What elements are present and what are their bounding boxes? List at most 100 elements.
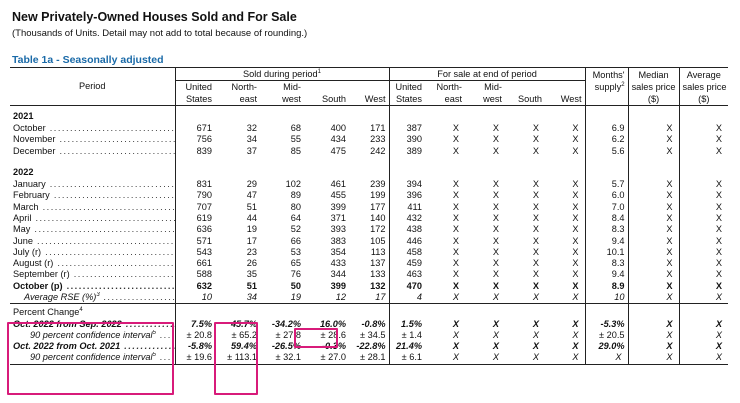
na-cell: X (627, 178, 680, 191)
value-cell: 51 (246, 280, 257, 291)
na-cell: X (572, 258, 579, 269)
fs-south-header: South (505, 93, 545, 106)
row-label: Average RSE (%)3 .......................… (24, 292, 175, 302)
row-label: October ................................… (13, 123, 175, 134)
value-cell: 85 (290, 145, 301, 156)
na-cell: X (678, 257, 729, 270)
na-cell: X (627, 134, 680, 146)
na-cell: X (572, 179, 579, 190)
value-cell: 10 (174, 291, 215, 304)
value-cell: 68 (290, 123, 301, 134)
value-cell: 390 (388, 134, 425, 146)
na-cell: X (678, 201, 729, 213)
months-header-2: supply2 (584, 80, 629, 93)
value-cell: 19 (246, 224, 257, 235)
na-cell: X (532, 269, 539, 280)
sold-west-header: West (349, 93, 389, 106)
na-cell: X (572, 269, 579, 280)
na-cell: X (492, 341, 499, 352)
value-cell: 51 (246, 201, 257, 212)
sold-group-header: Sold during period1 (174, 67, 389, 81)
average-header-3: ($) (678, 93, 729, 106)
na-cell: X (465, 352, 505, 365)
table-row: July (r) ...............................… (10, 246, 729, 258)
table-title: Table 1a - Seasonally adjusted (12, 54, 164, 66)
na-cell: X (452, 318, 459, 329)
table-row: December ...............................… (10, 145, 729, 157)
na-cell: X (627, 212, 680, 225)
value-cell: 438 (388, 224, 425, 236)
row-label: August (r) .............................… (13, 258, 175, 269)
value-cell: 470 (388, 280, 425, 292)
value-cell: ± 20.8 (174, 329, 215, 342)
value-cell: 371 (330, 212, 346, 223)
fs-us-header-2: States (388, 93, 425, 106)
na-cell: X (452, 329, 459, 340)
na-cell: X (532, 145, 539, 156)
na-cell: X (452, 235, 459, 246)
na-cell: X (572, 212, 579, 223)
value-cell: ± 113.1 (215, 352, 260, 365)
value-cell: 383 (330, 235, 346, 246)
table-row: February ...............................… (10, 190, 729, 202)
average-header-2: sales price (678, 80, 729, 93)
row-label: January ................................… (13, 179, 175, 190)
value-cell: 7.5% (174, 318, 215, 330)
value-cell: 571 (174, 235, 215, 247)
na-cell: X (627, 201, 680, 213)
value-cell: 133 (370, 269, 386, 280)
forsale-group-header: For sale at end of period (388, 67, 586, 81)
na-cell: X (678, 318, 729, 330)
value-cell: -5.3% (584, 318, 629, 330)
row-label: May ....................................… (13, 224, 175, 235)
value-cell: ± 32.1 (260, 352, 304, 365)
na-cell: X (572, 224, 579, 235)
sold-ne-header-2: east (215, 93, 260, 106)
row-label: March ..................................… (13, 201, 175, 212)
value-cell: 8.4 (584, 212, 629, 225)
value-cell: 6.9 (584, 123, 629, 135)
na-cell: X (627, 246, 680, 258)
na-cell: X (452, 224, 459, 235)
row-label: Oct. 2022 from Oct. 2021 ...............… (13, 341, 175, 352)
value-cell: 45.7% (230, 318, 257, 329)
na-cell: X (678, 212, 729, 225)
value-cell: 455 (330, 190, 346, 201)
na-cell: X (532, 179, 539, 190)
na-cell: X (627, 291, 680, 304)
fs-west-header: West (545, 93, 586, 106)
value-cell: ± 1.4 (388, 329, 425, 342)
table-row: August (r) .............................… (10, 257, 729, 270)
table-row: November ...............................… (10, 134, 729, 146)
value-cell: 446 (388, 235, 425, 247)
value-cell: ± 20.5 (584, 329, 629, 342)
year-2021-row: 2021 (10, 105, 729, 123)
table-row: May ....................................… (10, 224, 729, 236)
value-cell: 756 (174, 134, 215, 146)
na-cell: X (572, 145, 579, 156)
value-cell: 137 (370, 258, 386, 269)
value-cell: 839 (174, 145, 215, 157)
value-cell: 52 (290, 224, 301, 235)
value-cell: 671 (174, 123, 215, 135)
na-cell: X (492, 329, 499, 340)
value-cell: 636 (174, 224, 215, 236)
na-cell: X (492, 246, 499, 257)
table-row: March ..................................… (10, 201, 729, 213)
value-cell: 199 (370, 190, 386, 201)
na-cell: X (678, 329, 729, 342)
value-cell: 1.5% (388, 318, 425, 330)
sold-mw-header-1: Mid- (283, 82, 301, 92)
na-cell: X (532, 341, 539, 352)
value-cell: 76 (290, 269, 301, 280)
table-row: October ................................… (10, 123, 729, 135)
value-cell: 461 (330, 179, 346, 190)
value-cell: -0.3% (321, 341, 346, 352)
na-cell: X (678, 291, 729, 304)
value-cell: 177 (370, 201, 386, 212)
value-cell: -5.8% (174, 341, 215, 353)
na-cell: X (532, 258, 539, 269)
na-cell: X (492, 212, 499, 223)
value-cell: 543 (174, 246, 215, 258)
na-cell: X (452, 258, 459, 269)
